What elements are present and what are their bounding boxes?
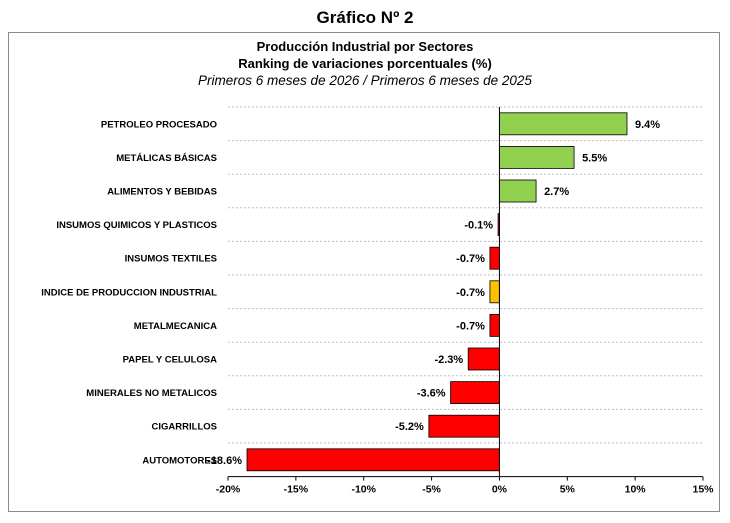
bar-6	[489, 280, 500, 304]
value-label-4: -0.1%	[464, 220, 493, 232]
x-tick-label: 0%	[492, 484, 508, 496]
bar-8	[467, 347, 500, 371]
value-label-3: 2.7%	[544, 186, 569, 198]
bar-chart: PETROLEO PROCESADO 9.4% METÁLICAS BÁSICAS 5…	[41, 106, 714, 496]
value-label-11: -18.6%	[207, 455, 242, 467]
value-label-7: -0.7%	[456, 320, 485, 332]
bar-2	[499, 146, 575, 169]
value-label-9: -3.6%	[417, 388, 446, 400]
bar-5	[489, 246, 500, 270]
x-tick-label: -5%	[422, 484, 441, 496]
category-label-1: PETROLEO PROCESADO	[101, 119, 217, 130]
value-label-8: -2.3%	[434, 354, 463, 366]
category-label-8: PAPEL Y CELULOSA	[123, 355, 217, 366]
bar-10	[428, 414, 500, 438]
category-label-5: INSUMOS TEXTILES	[125, 254, 217, 265]
value-label-10: -5.2%	[395, 421, 424, 433]
category-label-11: AUTOMOTORES	[142, 455, 217, 466]
category-label-10: CIGARRILLOS	[152, 422, 217, 433]
x-tick-label: 15%	[692, 484, 714, 496]
value-label-2: 5.5%	[582, 152, 607, 164]
x-tick-label: 5%	[560, 484, 576, 496]
category-label-6: INDICE DE PRODUCCION INDUSTRIAL	[41, 287, 217, 298]
category-label-2: METÁLICAS BÁSICAS	[116, 153, 217, 164]
value-label-6: -0.7%	[456, 287, 485, 299]
bar-11	[246, 448, 500, 472]
x-tick-label: -15%	[284, 484, 309, 496]
value-label-1: 9.4%	[635, 119, 660, 131]
chart-frame: Producción Industrial por Sectores Ranki…	[8, 32, 720, 512]
page-title: Gráfico Nº 2	[316, 8, 414, 27]
bar-9	[450, 381, 500, 405]
chart-subtitle: Ranking de variaciones porcentuales (%)	[238, 56, 492, 71]
category-label-7: METALMECANICA	[134, 321, 217, 332]
category-label-9: MINERALES NO METALICOS	[86, 388, 217, 399]
x-tick-label: -10%	[351, 484, 376, 496]
value-label-5: -0.7%	[456, 253, 485, 265]
category-label-4: INSUMOS QUIMICOS Y PLASTICOS	[56, 220, 217, 231]
bar-7	[489, 313, 500, 337]
x-tick-label: -20%	[216, 484, 241, 496]
bar-3	[499, 179, 537, 203]
chart-title: Producción Industrial por Sectores	[256, 39, 474, 54]
bar-1	[499, 112, 628, 136]
category-label-3: ALIMENTOS Y BEBIDAS	[107, 187, 217, 198]
chart-period: Primeros 6 meses de 2026 / Primeros 6 me…	[198, 73, 532, 88]
x-tick-label: 10%	[625, 484, 647, 496]
